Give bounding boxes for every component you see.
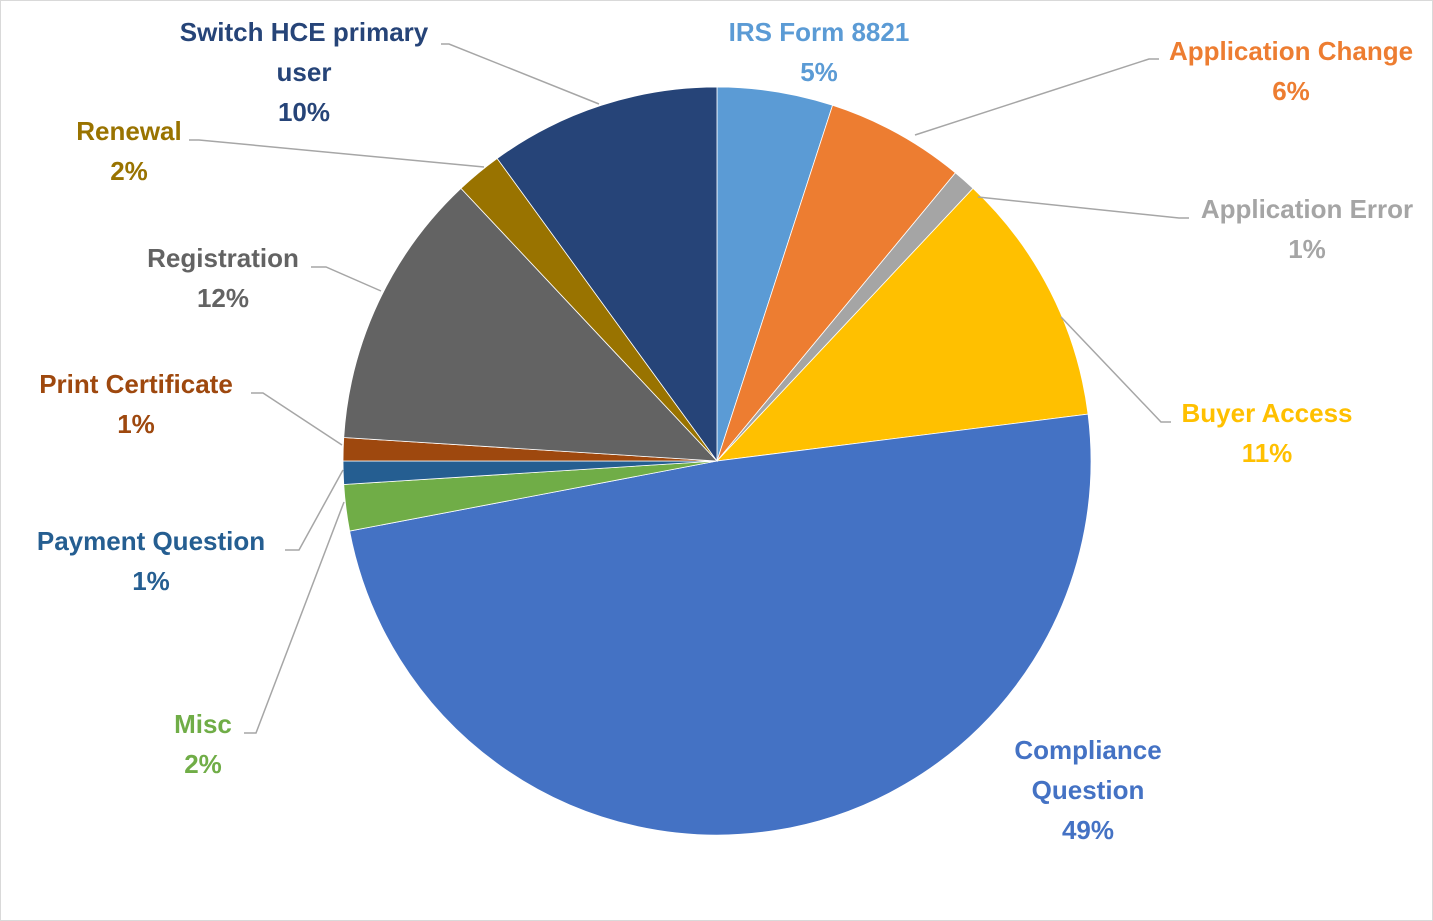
data-label-percent: 12% [197, 283, 249, 313]
pie-slice [349, 413, 1092, 836]
data-label-category: Application Error [1201, 194, 1413, 224]
leader-line [285, 469, 344, 551]
data-labels: IRS Form 8821 5%Application Change 6%Appli… [37, 17, 1413, 845]
data-label: Switch HCE primary user 10% [180, 17, 429, 127]
data-label-percent: 2% [110, 156, 148, 186]
leader-line [251, 392, 343, 446]
pie-slice [343, 187, 718, 462]
leader-line [311, 266, 382, 292]
data-label-category: Payment Question [37, 526, 265, 556]
leader-line [977, 196, 1189, 219]
leader-line [244, 501, 345, 734]
data-label-category: IRS Form 8821 [729, 17, 910, 47]
data-label: Print Certificate 1% [39, 369, 233, 439]
data-label: Misc 2% [174, 709, 232, 779]
data-label: Registration 12% [147, 243, 299, 313]
data-label: Buyer Access 11% [1181, 398, 1352, 468]
data-label: Compliance Question 49% [1014, 735, 1161, 845]
data-label-category: Buyer Access [1181, 398, 1352, 428]
data-label-category: Compliance [1014, 735, 1161, 765]
data-label-percent: 1% [1288, 234, 1326, 264]
data-label-category: user [277, 57, 332, 87]
pie-slice [715, 187, 1089, 462]
pie-slice [716, 104, 956, 462]
data-label-category: Application Change [1169, 36, 1413, 66]
data-label-percent: 5% [800, 57, 838, 87]
leader-lines [189, 43, 1189, 734]
leader-line [1060, 316, 1171, 423]
leader-line [189, 139, 485, 168]
data-label-percent: 10% [278, 97, 330, 127]
data-label: IRS Form 8821 5% [729, 17, 910, 87]
pie-slice [496, 86, 718, 463]
data-label-percent: 49% [1062, 815, 1114, 845]
leader-line [441, 43, 600, 105]
data-label-percent: 6% [1272, 76, 1310, 106]
data-label-category: Print Certificate [39, 369, 233, 399]
data-label-category: Misc [174, 709, 232, 739]
data-label: Renewal 2% [76, 116, 182, 186]
data-label-category: Registration [147, 243, 299, 273]
data-label: Application Change 6% [1169, 36, 1413, 106]
data-label: Payment Question 1% [37, 526, 265, 596]
leader-line [914, 58, 1159, 136]
data-label-category: Renewal [76, 116, 182, 146]
data-label-category: Switch HCE primary [180, 17, 429, 47]
data-label-percent: 2% [184, 749, 222, 779]
data-label-percent: 1% [132, 566, 170, 596]
data-label-percent: 1% [117, 409, 155, 439]
pie-slices [342, 86, 1092, 836]
data-label-category: Question [1032, 775, 1145, 805]
data-label-percent: 11% [1242, 438, 1293, 468]
data-label: Application Error 1% [1201, 194, 1413, 264]
